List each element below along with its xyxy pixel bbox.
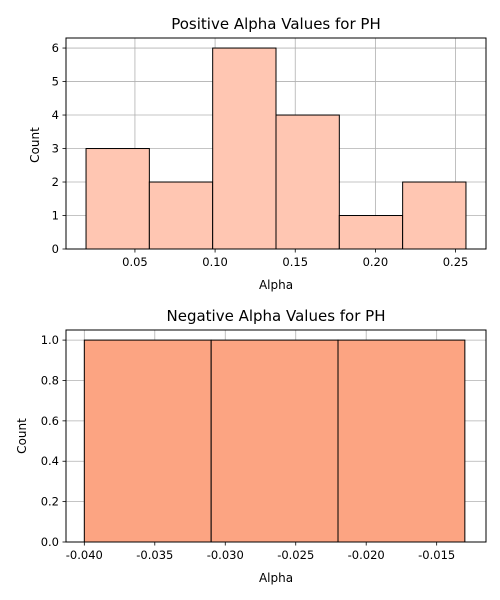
- histogram-bar: [83, 339, 212, 543]
- negative-alpha-chart: Negative Alpha Values for PH Alpha Count…: [15, 307, 487, 585]
- axes: -0.040 -0.035 -0.030 -0.025 -0.020 -0.015 0.0 0…: [41, 329, 487, 562]
- x-tick-label: -0.035: [136, 548, 173, 562]
- bars: [83, 339, 466, 543]
- y-tick-label: 0.6: [41, 414, 59, 428]
- y-tick-label: 0.2: [41, 495, 59, 509]
- histogram-bar: [85, 148, 150, 250]
- y-tick-label: 1.0: [41, 333, 59, 347]
- x-tick-label: 0.25: [443, 255, 469, 269]
- bars: [85, 47, 467, 250]
- y-tick-label: 6: [52, 41, 59, 55]
- x-tick-label: -0.040: [66, 548, 103, 562]
- y-tick-label: 0.8: [41, 373, 59, 387]
- histogram-bar: [148, 181, 214, 250]
- chart-title: Positive Alpha Values for PH: [171, 15, 381, 33]
- histogram-bar: [212, 47, 277, 250]
- x-tick-label: 0.15: [282, 255, 308, 269]
- x-tick-label: -0.025: [277, 548, 314, 562]
- x-axis-label: Alpha: [259, 278, 293, 292]
- x-tick-label: 0.10: [202, 255, 228, 269]
- histogram-bar: [338, 215, 404, 250]
- x-tick-label: -0.030: [207, 548, 244, 562]
- y-tick-label: 0.0: [41, 535, 59, 549]
- y-tick-label: 4: [52, 108, 59, 122]
- histogram-bar: [210, 339, 339, 543]
- x-axis-label: Alpha: [259, 571, 293, 585]
- positive-alpha-chart: Positive Alpha Values for PH Alpha Count…: [28, 15, 487, 292]
- x-tick-label: 0.05: [122, 255, 148, 269]
- y-tick-label: 3: [52, 142, 59, 156]
- chart-title: Negative Alpha Values for PH: [167, 307, 386, 325]
- y-tick-label: 0: [52, 242, 59, 256]
- y-axis-label: Count: [15, 418, 29, 454]
- y-tick-label: 0.4: [41, 454, 59, 468]
- axes: 0.05 0.10 0.15 0.20 0.25 0 1 2 3 4 5 6: [52, 37, 487, 269]
- x-tick-label: -0.015: [418, 548, 455, 562]
- y-tick-label: 2: [52, 175, 59, 189]
- histogram-bar: [402, 181, 467, 250]
- x-tick-label: 0.20: [363, 255, 389, 269]
- x-tick-label: -0.020: [348, 548, 385, 562]
- histogram-bar: [337, 339, 466, 543]
- y-axis-label: Count: [28, 127, 42, 163]
- y-tick-label: 5: [52, 75, 59, 89]
- histogram-bar: [275, 114, 340, 250]
- plot-frame: [65, 329, 487, 543]
- plot-frame: [65, 37, 487, 250]
- y-tick-label: 1: [52, 209, 59, 223]
